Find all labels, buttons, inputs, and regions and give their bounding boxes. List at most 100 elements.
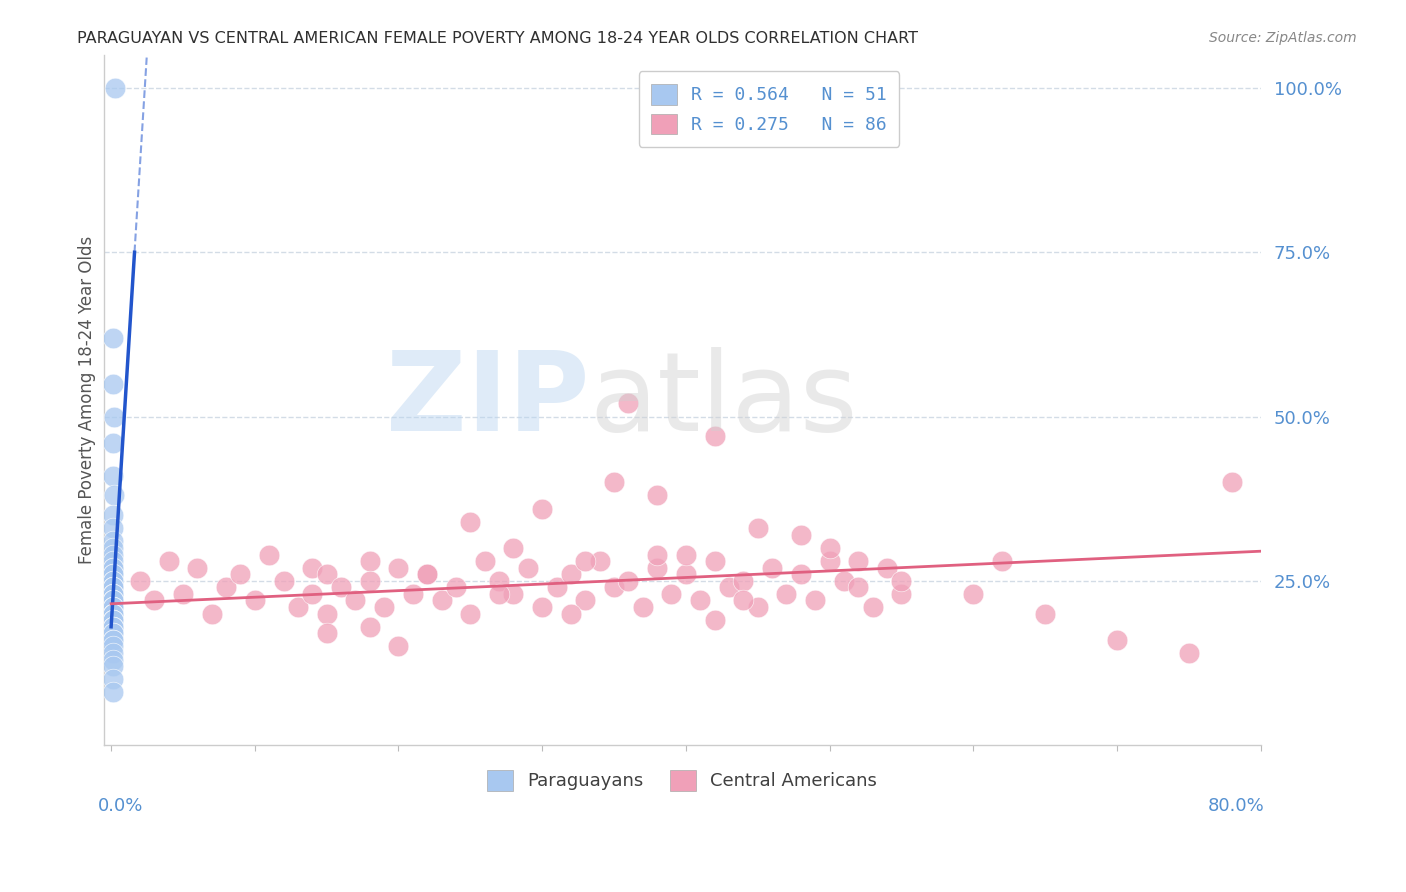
Point [186,560,208,574]
Point [101,593,124,607]
Y-axis label: Female Poverty Among 18-24 Year Olds: Female Poverty Among 18-24 Year Olds [79,236,96,565]
Point [645,560,668,574]
Point [103,488,125,502]
Point [488,587,510,601]
Point [675,548,697,562]
Point [315,607,337,621]
Point [101,567,124,582]
Point [373,600,395,615]
Point [359,554,381,568]
Point [488,574,510,588]
Point [101,560,124,574]
Point [846,554,869,568]
Point [790,528,813,542]
Point [273,574,295,588]
Point [387,640,409,654]
Point [574,593,596,607]
Point [101,587,124,601]
Point [531,600,554,615]
Point [818,541,841,555]
Point [588,554,610,568]
Point [301,560,323,574]
Point [502,587,524,601]
Point [101,593,124,607]
Point [257,548,280,562]
Point [101,640,124,654]
Point [689,593,711,607]
Point [301,587,323,601]
Point [101,626,124,640]
Point [962,587,984,601]
Point [661,587,683,601]
Point [603,475,626,490]
Point [315,567,337,582]
Point [460,515,482,529]
Point [101,620,124,634]
Point [703,613,725,627]
Point [101,607,124,621]
Point [101,548,124,562]
Point [101,607,124,621]
Point [761,560,783,574]
Point [430,593,453,607]
Point [101,620,124,634]
Point [101,567,124,582]
Point [315,626,337,640]
Point [832,574,855,588]
Point [101,376,124,391]
Point [104,81,127,95]
Point [416,567,439,582]
Point [717,580,740,594]
Point [103,409,125,424]
Point [876,560,898,574]
Point [703,554,725,568]
Point [101,574,124,588]
Point [101,659,124,673]
Point [574,554,596,568]
Point [747,521,769,535]
Point [101,607,124,621]
Point [101,580,124,594]
Point [101,580,124,594]
Point [804,593,827,607]
Point [675,567,697,582]
Point [733,574,755,588]
Point [560,567,582,582]
Point [862,600,884,615]
Point [101,652,124,666]
Point [818,554,841,568]
Point [890,574,912,588]
Point [201,607,224,621]
Point [157,554,180,568]
Point [101,541,124,555]
Point [359,574,381,588]
Point [846,580,869,594]
Point [991,554,1014,568]
Point [101,521,124,535]
Point [502,541,524,555]
Point [101,468,124,483]
Point [560,607,582,621]
Point [1105,632,1128,647]
Text: ZIP: ZIP [387,347,589,454]
Point [101,620,124,634]
Point [402,587,425,601]
Text: 0.0%: 0.0% [98,797,143,814]
Point [101,435,124,450]
Point [101,600,124,615]
Legend: Paraguayans, Central Americans: Paraguayans, Central Americans [481,763,884,798]
Point [733,593,755,607]
Point [101,600,124,615]
Point [1177,646,1199,660]
Point [287,600,309,615]
Point [215,580,238,594]
Point [101,613,124,627]
Point [101,607,124,621]
Point [460,607,482,621]
Point [747,600,769,615]
Point [101,626,124,640]
Point [703,429,725,443]
Point [890,587,912,601]
Point [617,574,640,588]
Point [444,580,467,594]
